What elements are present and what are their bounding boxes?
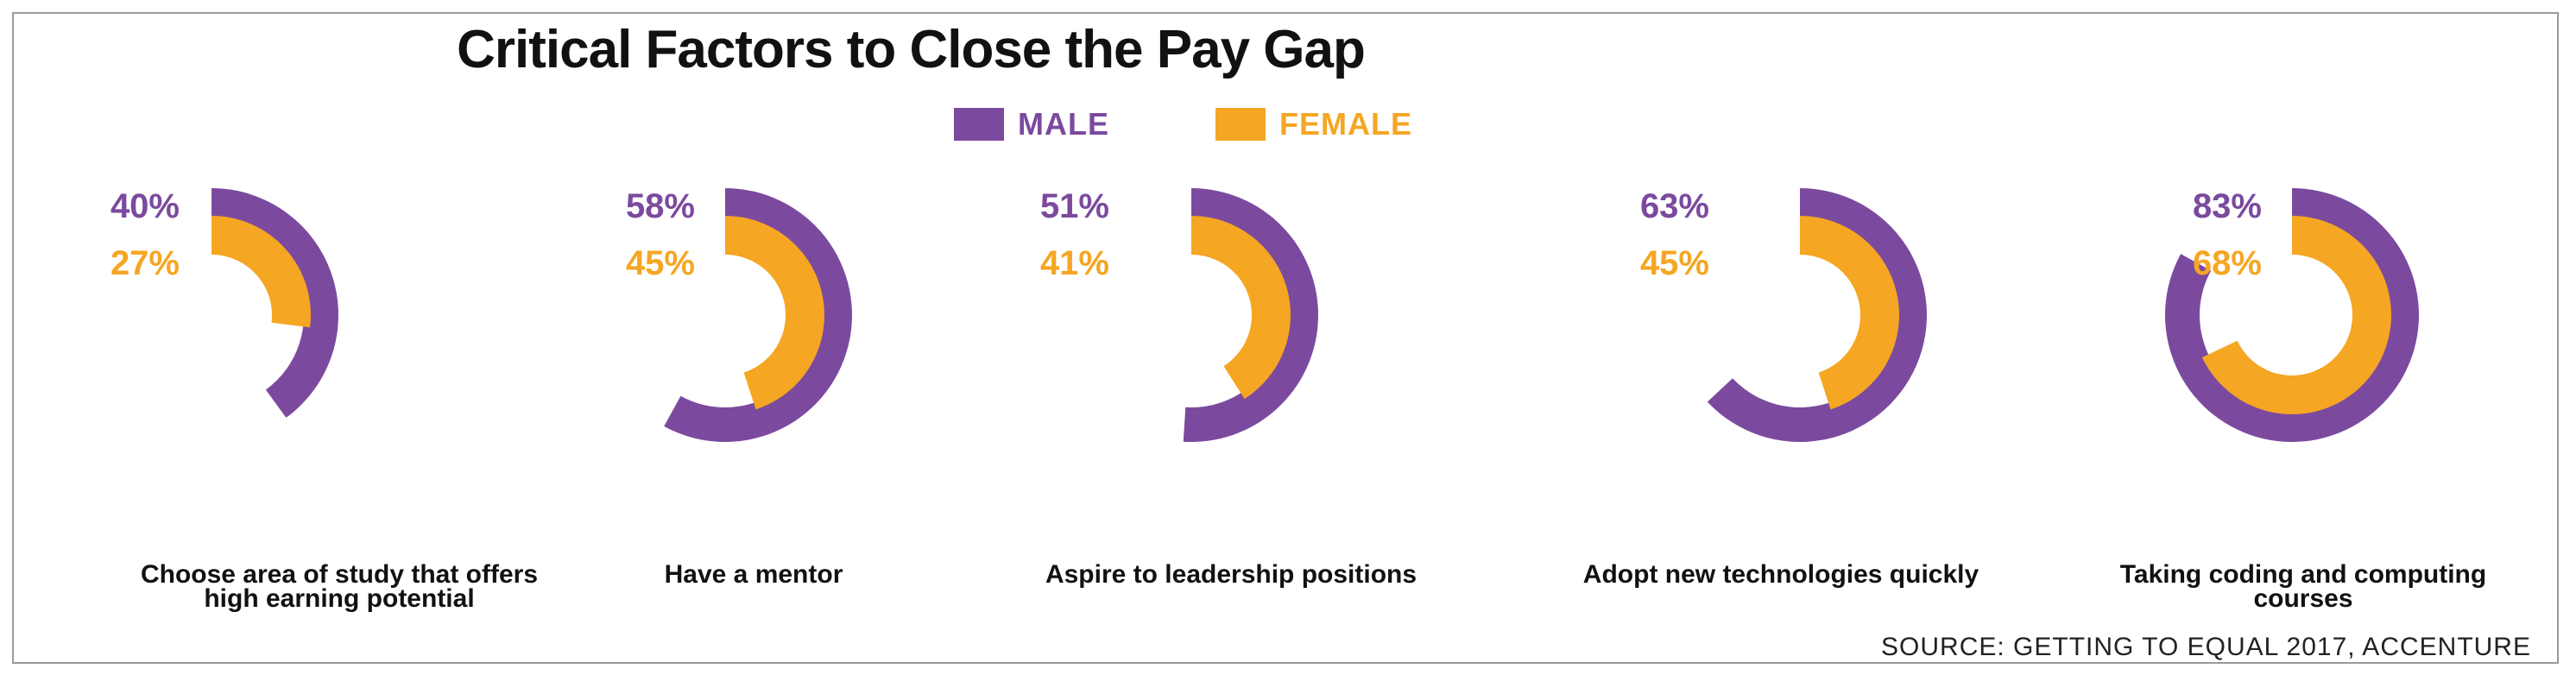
category-caption-5: Taking coding and computing courses <box>2120 560 2486 613</box>
chart-frame <box>12 12 2559 664</box>
radial-group-4: 63% 45% Adopt new technologies quickly <box>1583 187 1979 589</box>
female-arc-2 <box>725 216 824 410</box>
category-caption-4: Adopt new technologies quickly <box>1583 560 1979 589</box>
legend-label-male: MALE <box>1018 106 1109 142</box>
female-value-label-5: 68% <box>2193 244 2262 282</box>
radial-group-1: 40% 27% Choose area of study that offers hi… <box>110 187 538 613</box>
male-arc-2 <box>664 188 852 442</box>
female-arc-5 <box>2201 216 2391 415</box>
male-value-label-5: 83% <box>2193 187 2262 225</box>
male-value-label-2: 58% <box>626 187 695 225</box>
female-value-label-3: 41% <box>1040 244 1109 282</box>
legend-swatch-female <box>1215 108 1266 141</box>
legend-swatch-male <box>954 108 1004 141</box>
source-note: SOURCE: GETTING TO EQUAL 2017, ACCENTURE <box>1881 633 2531 661</box>
category-caption-3: Aspire to leadership positions <box>1045 560 1417 589</box>
legend-female: FEMALE <box>1215 106 1412 142</box>
category-caption-1: Choose area of study that offers high ear… <box>141 560 538 613</box>
male-arc-3 <box>1183 188 1318 442</box>
male-value-label-3: 51% <box>1040 187 1109 225</box>
radial-group-3: 51% 41% Aspire to leadership positions <box>1040 187 1417 589</box>
female-value-label-4: 45% <box>1640 244 1709 282</box>
category-caption-2: Have a mentor <box>665 560 843 589</box>
radial-group-2: 58% 45% Have a mentor <box>626 187 852 589</box>
legend-male: MALE <box>954 106 1109 142</box>
chart-title: Critical Factors to Close the Pay Gap <box>457 20 1366 79</box>
male-arc-1 <box>212 188 338 418</box>
female-arc-3 <box>1191 216 1291 400</box>
female-value-label-1: 27% <box>110 244 180 282</box>
female-value-label-2: 45% <box>626 244 695 282</box>
legend-label-female: FEMALE <box>1279 106 1412 142</box>
radial-group-5: 83% 68% Taking coding and computing courses <box>2120 187 2486 613</box>
male-value-label-1: 40% <box>110 187 180 225</box>
male-value-label-4: 63% <box>1640 187 1709 225</box>
female-arc-1 <box>212 216 311 328</box>
female-arc-4 <box>1800 216 1899 410</box>
